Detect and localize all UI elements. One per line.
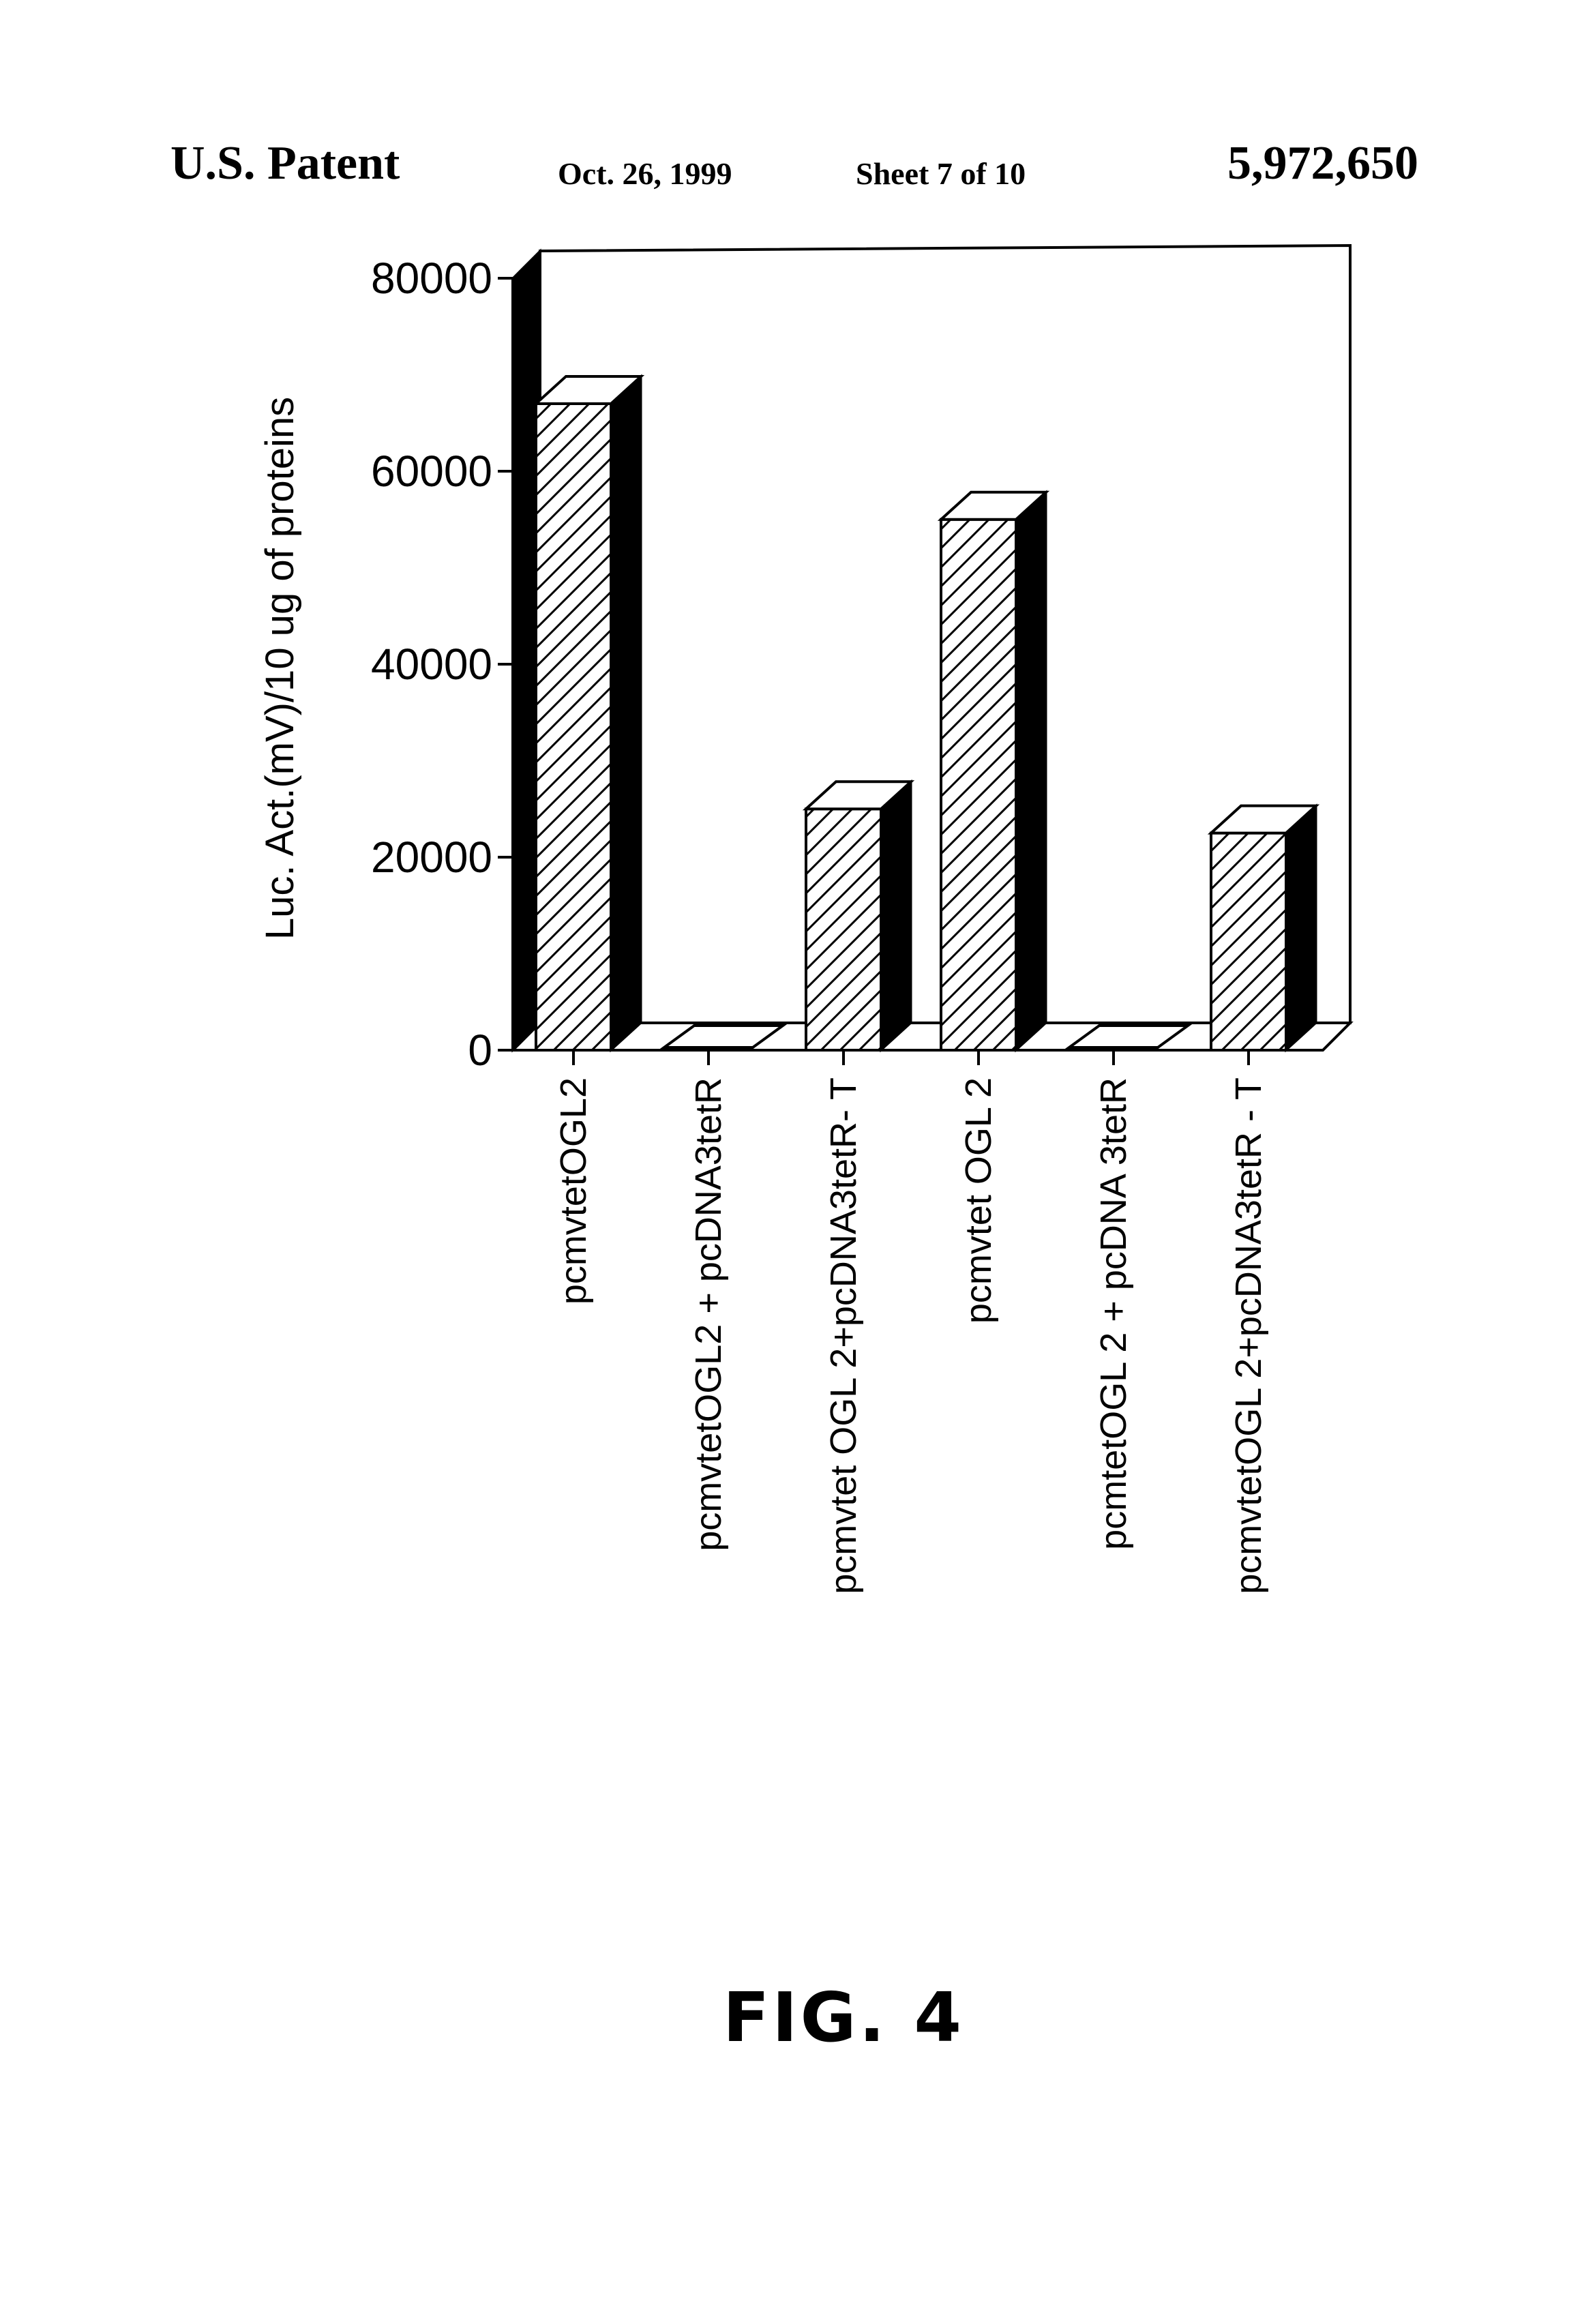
figure-label: FIG. 4 bbox=[723, 1978, 964, 2057]
bar-6 bbox=[1211, 806, 1316, 1050]
bar-side bbox=[1016, 492, 1046, 1050]
y-tick-label: 0 bbox=[468, 1026, 492, 1075]
bar-front bbox=[941, 520, 1016, 1050]
bar-3 bbox=[806, 781, 911, 1050]
x-category-label: pcmvtet OGL 2 bbox=[958, 1077, 999, 1324]
y-tick-label: 20000 bbox=[371, 833, 492, 882]
bar-1 bbox=[536, 376, 641, 1050]
bar-front bbox=[806, 809, 881, 1050]
bar-side bbox=[881, 781, 911, 1050]
x-category-label: pcmvtetOGL2 bbox=[553, 1077, 594, 1305]
x-category-label: pcmtetOGL 2 + pcDNA 3tetR bbox=[1093, 1077, 1134, 1550]
x-category-label: pcmvtet OGL 2+pcDNA3tetR- T bbox=[823, 1077, 864, 1594]
y-axis: 0 20000 40000 60000 80000 bbox=[371, 254, 513, 1075]
x-category-label: pcmvtetOGL 2+pcDNA3tetR - T bbox=[1228, 1077, 1269, 1594]
bar-4 bbox=[941, 492, 1046, 1050]
y-axis-label: Luc. Act.(mV)/10 ug of proteins bbox=[258, 397, 302, 940]
bar-side bbox=[1286, 806, 1316, 1050]
y-tick-label: 60000 bbox=[371, 447, 492, 496]
x-category-labels: pcmvtetOGL2 pcmvtetOGL2 + pcDNA3tetR pcmvt… bbox=[553, 1050, 1269, 1594]
bar-side bbox=[611, 376, 641, 1050]
bar-front bbox=[536, 404, 611, 1050]
y-tick-label: 80000 bbox=[371, 254, 492, 303]
x-category-label: pcmvtetOGL2 + pcDNA3tetR bbox=[688, 1077, 729, 1551]
y-tick-label: 40000 bbox=[371, 640, 492, 689]
bar-front bbox=[1211, 833, 1286, 1050]
